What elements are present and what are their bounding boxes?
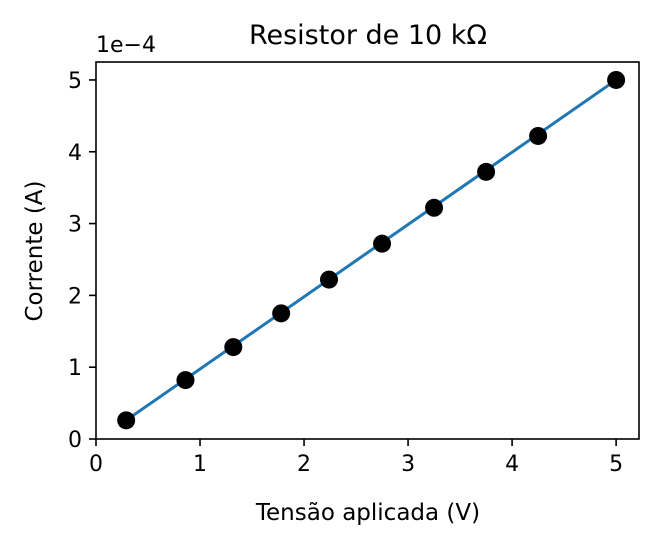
data-point	[176, 371, 195, 390]
data-point	[224, 338, 243, 357]
data-point	[425, 198, 444, 217]
data-point	[272, 304, 291, 323]
data-point	[373, 234, 392, 253]
x-tick-label: 5	[609, 452, 623, 477]
x-tick-label: 4	[505, 452, 519, 477]
y-tick-label: 2	[68, 284, 82, 309]
data-point	[529, 126, 548, 145]
y-tick-label: 4	[68, 141, 82, 166]
y-tick-label: 1	[68, 356, 82, 381]
y-axis-label: Corrente (A)	[22, 180, 48, 321]
plot-content	[117, 70, 626, 430]
y-tick-label: 3	[68, 213, 82, 238]
chart-title: Resistor de 10 kΩ	[249, 20, 487, 51]
x-tick-label: 3	[401, 452, 415, 477]
data-point	[477, 162, 496, 181]
x-tick-label: 0	[89, 452, 103, 477]
x-axis-label: Tensão aplicada (V)	[255, 500, 480, 526]
data-point	[320, 270, 339, 289]
plot-frame	[95, 61, 640, 440]
x-axis-ticks: 0 1 2 3 4 5	[89, 439, 623, 477]
y-axis-offset-label: 1e−4	[96, 33, 156, 58]
data-point	[607, 70, 626, 89]
y-tick-label: 0	[68, 428, 82, 453]
x-tick-label: 2	[297, 452, 311, 477]
y-axis-ticks: 0 1 2 3 4 5	[68, 69, 96, 453]
y-tick-label: 5	[68, 69, 82, 94]
x-tick-label: 1	[193, 452, 207, 477]
data-point	[117, 411, 136, 430]
